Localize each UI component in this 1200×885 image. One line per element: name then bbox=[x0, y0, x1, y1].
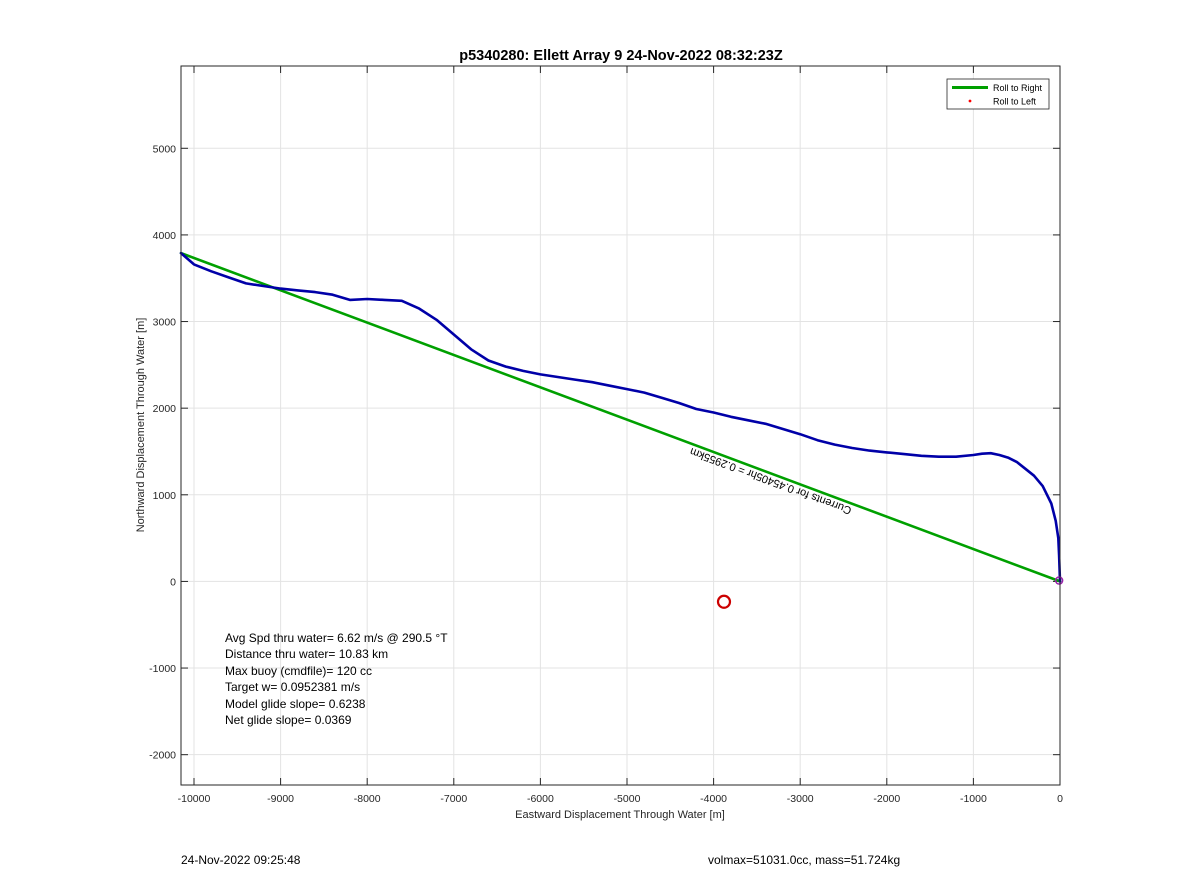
stat-distance: Distance thru water= 10.83 km bbox=[225, 647, 388, 661]
footer-timestamp: 24-Nov-2022 09:25:48 bbox=[181, 853, 301, 867]
x-tick-label: -4000 bbox=[700, 793, 727, 805]
x-tick-label: -3000 bbox=[787, 793, 814, 805]
footer-volmax-mass: volmax=51031.0cc, mass=51.724kg bbox=[708, 853, 901, 867]
x-tick-label: -9000 bbox=[267, 793, 294, 805]
stat-target-w: Target w= 0.0952381 m/s bbox=[225, 680, 360, 694]
chart-title: p5340280: Ellett Array 9 24-Nov-2022 08:… bbox=[459, 48, 783, 64]
x-tick-label: 0 bbox=[1057, 793, 1063, 805]
x-tick-label: -7000 bbox=[440, 793, 467, 805]
x-tick-label: -8000 bbox=[354, 793, 381, 805]
axis-ticks bbox=[181, 66, 1061, 785]
stat-avg-speed: Avg Spd thru water= 6.62 m/s @ 290.5 °T bbox=[225, 631, 448, 645]
markers-group bbox=[716, 576, 1064, 609]
series-roll-to-right-line bbox=[179, 251, 1062, 583]
x-tick-label: -5000 bbox=[614, 793, 641, 805]
stat-max-buoy: Max buoy (cmdfile)= 120 cc bbox=[225, 664, 372, 678]
y-tick-label: 5000 bbox=[153, 143, 177, 155]
origin-marker bbox=[1054, 576, 1064, 585]
plot-area bbox=[179, 65, 1064, 786]
y-tick-label: 4000 bbox=[153, 230, 177, 242]
x-tick-label: -2000 bbox=[873, 793, 900, 805]
legend-box bbox=[946, 78, 1050, 110]
y-tick-label: -1000 bbox=[149, 663, 176, 675]
plot-frame bbox=[180, 65, 1061, 786]
x-tick-label: -10000 bbox=[178, 793, 211, 805]
stats-annotation: Avg Spd thru water= 6.62 m/s @ 290.5 °T … bbox=[225, 631, 448, 727]
stat-model-glide: Model glide slope= 0.6238 bbox=[225, 697, 366, 711]
y-tick-label: 1000 bbox=[153, 490, 177, 502]
x-tick-label: -6000 bbox=[527, 793, 554, 805]
x-tick-label: -1000 bbox=[960, 793, 987, 805]
y-tick-label: 3000 bbox=[153, 317, 177, 329]
y-tick-labels: -2000 -1000 0 1000 2000 3000 4000 5000 bbox=[149, 143, 176, 761]
series-track-line bbox=[179, 251, 1062, 583]
y-tick-label: 2000 bbox=[153, 403, 177, 415]
legend-label-roll-right: Roll to Right bbox=[993, 83, 1043, 93]
y-tick-label: -2000 bbox=[149, 750, 176, 762]
legend-swatch-roll-left bbox=[968, 99, 972, 103]
stat-net-glide: Net glide slope= 0.0369 bbox=[225, 713, 352, 727]
x-axis-label: Eastward Displacement Through Water [m] bbox=[515, 809, 725, 821]
x-tick-labels: -10000 -9000 -8000 -7000 -6000 -5000 -4000 -300… bbox=[178, 793, 1063, 805]
legend-label-roll-left: Roll to Left bbox=[993, 97, 1037, 107]
series-group bbox=[179, 251, 1062, 583]
legend: Roll to Right Roll to Left bbox=[946, 78, 1050, 110]
plot-background bbox=[181, 66, 1060, 785]
target-marker bbox=[716, 594, 732, 609]
y-axis-label: Northward Displacement Through Water [m] bbox=[135, 318, 147, 533]
y-tick-label: 0 bbox=[170, 576, 176, 588]
